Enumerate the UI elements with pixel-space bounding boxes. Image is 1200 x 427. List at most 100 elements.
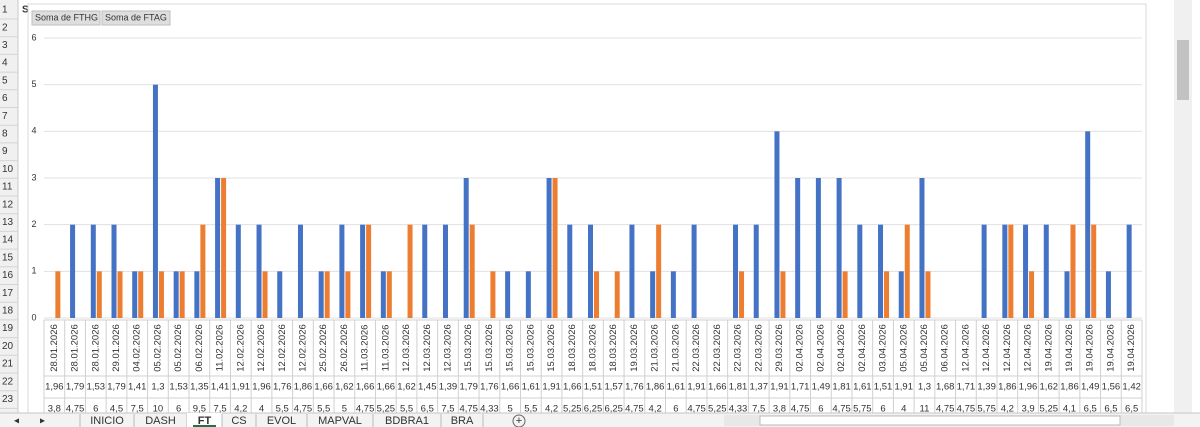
row-number: 17 xyxy=(2,288,14,299)
legend-label: Soma de FTAG xyxy=(105,12,167,22)
bar xyxy=(200,224,206,318)
y-tick-label: 6 xyxy=(31,32,36,42)
bar xyxy=(132,271,138,318)
x-tick-label: 15.03.2026 xyxy=(546,324,557,372)
sheet-tab[interactable]: CS xyxy=(231,415,246,427)
bar xyxy=(90,224,96,318)
row-number: 19 xyxy=(2,323,14,334)
x-tick-label-level3: 4,75 xyxy=(687,404,706,415)
x-tick-label-level3: 4,75 xyxy=(936,404,955,415)
x-tick-label-level3: 4,33 xyxy=(729,404,748,415)
bar xyxy=(55,271,61,318)
bar xyxy=(442,224,448,318)
add-sheet-plus[interactable]: + xyxy=(516,415,522,427)
x-tick-label-level2: 1,91 xyxy=(895,382,914,393)
x-tick-label: 18.03.2026 xyxy=(567,324,578,372)
x-tick-label-level2: 1,53 xyxy=(169,382,188,393)
x-tick-label-level3: 7,5 xyxy=(441,404,454,415)
x-tick-label: 06.04.2026 xyxy=(940,324,951,372)
x-tick-label-level2: 1,61 xyxy=(667,382,686,393)
bar xyxy=(386,271,392,318)
x-tick-label-level3: 6 xyxy=(673,404,678,415)
x-tick-label-level3: 6,5 xyxy=(1125,404,1138,415)
row-number: 16 xyxy=(2,270,14,281)
x-tick-label-level2: 1,76 xyxy=(625,382,644,393)
x-tick-label-level3: 4 xyxy=(259,404,264,415)
x-tick-label-level3: 4 xyxy=(901,404,906,415)
h-scroll-thumb[interactable] xyxy=(759,415,1121,426)
bar xyxy=(1002,224,1008,318)
bar xyxy=(422,224,428,318)
x-tick-label: 19.03.2026 xyxy=(629,324,640,372)
x-tick-label: 15.03.2026 xyxy=(505,324,516,372)
x-tick-label: 12.03.2026 xyxy=(401,324,412,372)
bar xyxy=(842,271,848,318)
sheet-tab[interactable]: EVOL xyxy=(267,415,296,427)
sheet-tab[interactable]: INICIO xyxy=(90,415,124,427)
x-tick-label-level2: 1,66 xyxy=(356,382,375,393)
x-tick-label-level2: 1,66 xyxy=(314,382,333,393)
x-tick-label-level2: 1,61 xyxy=(522,382,541,393)
legend-label: Soma de FTHG xyxy=(35,12,98,22)
sheet-tab[interactable]: BRA xyxy=(451,415,474,427)
x-tick-label: 15.03.2026 xyxy=(484,324,495,372)
prev-sheet[interactable]: ◂ xyxy=(14,416,19,427)
x-tick-label-level2: 1,3 xyxy=(918,382,931,393)
bar xyxy=(1043,224,1049,318)
bar xyxy=(925,271,931,318)
x-tick-label-level2: 1,96 xyxy=(252,382,271,393)
row-number: 15 xyxy=(2,252,14,263)
bar xyxy=(262,271,268,318)
x-tick-label-level3: 6,5 xyxy=(1084,404,1097,415)
x-tick-label-level3: 5,25 xyxy=(563,404,582,415)
bar xyxy=(739,271,745,318)
x-tick-label: 19.04.2026 xyxy=(1064,324,1075,372)
add-sheet[interactable] xyxy=(512,414,526,427)
x-tick-label-level2: 1,37 xyxy=(749,382,768,393)
x-tick-label-level2: 1,66 xyxy=(563,382,582,393)
x-tick-label: 02.04.2026 xyxy=(795,324,806,372)
x-tick-label-level2: 1,76 xyxy=(273,382,292,393)
x-tick-label-level3: 4,2 xyxy=(1001,404,1014,415)
bar xyxy=(173,271,179,318)
x-tick-label: 21.03.2026 xyxy=(670,324,681,372)
scroll-thumb[interactable] xyxy=(1177,40,1189,100)
x-tick-label-level3: 5,25 xyxy=(1040,404,1059,415)
x-tick-label-level2: 1,66 xyxy=(501,382,520,393)
bar xyxy=(1008,224,1014,318)
sheet-tab[interactable]: DASH xyxy=(145,415,176,427)
bar xyxy=(774,131,780,318)
x-tick-label-level3: 5,25 xyxy=(708,404,727,415)
sheet-tab[interactable]: BDBRA1 xyxy=(385,415,429,427)
bar xyxy=(158,271,164,318)
bar xyxy=(919,178,925,318)
x-tick-label: 02.04.2026 xyxy=(857,324,868,372)
x-tick-label-level3: 7,5 xyxy=(131,404,144,415)
bar xyxy=(857,224,863,318)
vertical-scrollbar[interactable] xyxy=(1174,0,1192,413)
row-number: 3 xyxy=(2,40,8,51)
row-number: 5 xyxy=(2,75,8,86)
x-tick-label-level2: 1,91 xyxy=(770,382,789,393)
x-tick-label-level2: 1,39 xyxy=(439,382,458,393)
x-tick-label: 15.03.2026 xyxy=(525,324,536,372)
x-tick-label-level3: 5,5 xyxy=(524,404,537,415)
x-tick-label-level3: 9,5 xyxy=(193,404,206,415)
x-tick-label: 12.02.2026 xyxy=(256,324,267,372)
sheet-tab[interactable]: MAPVAL xyxy=(318,415,362,427)
bar xyxy=(691,224,697,318)
next-sheet[interactable]: ▸ xyxy=(40,416,45,427)
x-tick-label-level3: 6,5 xyxy=(421,404,434,415)
row-number: 12 xyxy=(2,199,14,210)
x-tick-label-level3: 6 xyxy=(818,404,823,415)
sheet-tab[interactable]: FT xyxy=(198,415,212,427)
x-tick-label-level3: 4,75 xyxy=(625,404,644,415)
bar xyxy=(836,178,842,318)
bar xyxy=(1029,271,1035,318)
bar xyxy=(215,178,221,318)
chart-area xyxy=(27,3,1147,415)
bar xyxy=(138,271,144,318)
x-tick-label-level3: 10 xyxy=(153,404,164,415)
x-tick-label-level2: 1,57 xyxy=(604,382,623,393)
x-tick-label-level2: 1,56 xyxy=(1102,382,1121,393)
